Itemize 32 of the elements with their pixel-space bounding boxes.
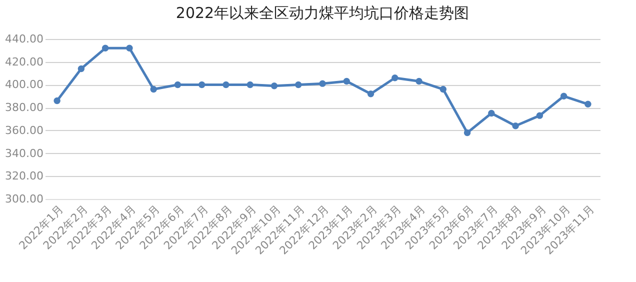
point	[295, 81, 302, 88]
point	[78, 65, 85, 72]
y-tick-label: 340.00	[5, 146, 44, 160]
point	[512, 122, 519, 130]
point	[536, 112, 544, 119]
point	[150, 86, 157, 93]
chart-title: 2022年以来全区动力煤平均坑口价格走势图	[176, 4, 470, 22]
y-tick-label: 420.00	[5, 55, 44, 68]
point	[488, 110, 495, 117]
point	[126, 44, 133, 52]
point	[584, 100, 592, 108]
point	[392, 74, 398, 82]
point	[222, 81, 230, 88]
point	[198, 81, 206, 88]
point	[464, 129, 471, 136]
y-tick-label: 360.00	[5, 124, 44, 137]
y-tick-label: 320.00	[5, 170, 44, 183]
point	[367, 90, 374, 98]
point	[174, 81, 182, 88]
point	[343, 78, 350, 85]
point	[560, 92, 568, 100]
point	[246, 81, 254, 88]
point	[54, 97, 60, 104]
y-tick-label: 300.00	[5, 192, 44, 206]
point	[319, 80, 326, 87]
y-tick-label: 440.00	[5, 32, 44, 46]
point	[102, 44, 109, 52]
y-tick-label: 380.00	[5, 101, 44, 114]
y-tick-label: 400.00	[5, 78, 44, 92]
point	[440, 86, 447, 93]
point	[416, 78, 422, 85]
point	[270, 82, 278, 90]
